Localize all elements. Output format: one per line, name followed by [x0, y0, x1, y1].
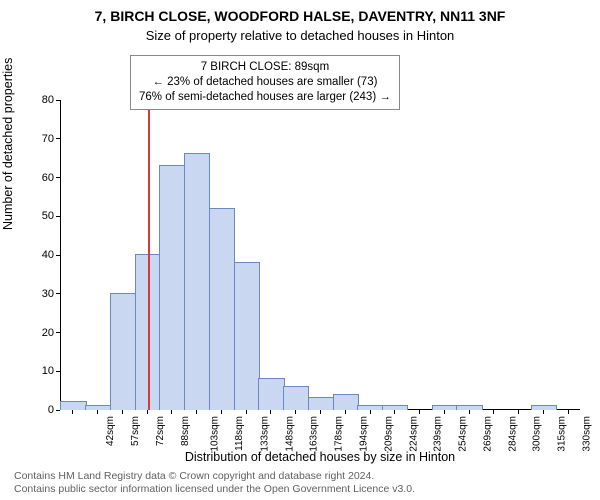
x-tick [568, 410, 569, 414]
x-tick-label: 148sqm [284, 416, 295, 452]
x-tick [394, 410, 395, 414]
x-tick [147, 410, 148, 414]
x-tick-label: 284sqm [507, 416, 518, 452]
x-tick-label: 194sqm [359, 416, 370, 452]
y-tick-label: 70 [42, 133, 54, 145]
x-tick [295, 410, 296, 414]
x-tick [493, 410, 494, 414]
y-tick [56, 177, 60, 178]
y-tick-label: 80 [42, 94, 54, 106]
callout-line3: 76% of semi-detached houses are larger (… [139, 90, 391, 105]
y-tick [56, 138, 60, 139]
x-tick [518, 410, 519, 414]
chart-subtitle: Size of property relative to detached ho… [0, 28, 600, 43]
x-tick [370, 410, 371, 414]
subject-marker-line [148, 100, 150, 410]
x-tick-label: 133sqm [260, 416, 271, 452]
x-tick-label: 315sqm [557, 416, 568, 452]
histogram-bar [283, 386, 309, 410]
x-tick-label: 254sqm [458, 416, 469, 452]
x-tick-label: 57sqm [130, 416, 141, 446]
x-tick-label: 42sqm [105, 416, 116, 446]
y-tick-label: 30 [42, 288, 54, 300]
x-tick [469, 410, 470, 414]
footer-attribution: Contains HM Land Registry data © Crown c… [14, 470, 415, 496]
histogram-bar [308, 397, 334, 410]
x-tick-label: 239sqm [433, 416, 444, 452]
y-tick [56, 100, 60, 101]
y-axis [60, 100, 61, 410]
x-tick [97, 410, 98, 414]
x-tick-label: 118sqm [234, 416, 245, 451]
callout-line2: ← 23% of detached houses are smaller (73… [139, 75, 391, 90]
footer-line2: Contains public sector information licen… [14, 483, 415, 496]
x-tick-label: 103sqm [210, 416, 221, 452]
x-tick [444, 410, 445, 414]
x-tick [419, 410, 420, 414]
x-tick [270, 410, 271, 414]
x-tick-label: 330sqm [581, 416, 592, 452]
footer-line1: Contains HM Land Registry data © Crown c… [14, 470, 415, 483]
y-tick [56, 216, 60, 217]
histogram-bar [333, 394, 359, 411]
histogram-bar [531, 405, 557, 410]
y-tick-label: 50 [42, 210, 54, 222]
y-tick [56, 371, 60, 372]
y-tick [56, 332, 60, 333]
x-axis-label: Distribution of detached houses by size … [60, 450, 580, 464]
x-tick-label: 163sqm [309, 416, 320, 452]
x-tick-label: 209sqm [383, 416, 394, 452]
chart-plot-area: 7 BIRCH CLOSE: 89sqm ← 23% of detached h… [60, 50, 580, 410]
x-tick-label: 269sqm [482, 416, 493, 452]
x-tick [221, 410, 222, 414]
callout-line1: 7 BIRCH CLOSE: 89sqm [139, 60, 391, 75]
chart-title: 7, BIRCH CLOSE, WOODFORD HALSE, DAVENTRY… [0, 8, 600, 24]
histogram-bar [110, 293, 136, 410]
histogram-bar [60, 401, 86, 410]
x-tick-label: 300sqm [532, 416, 543, 452]
callout-box: 7 BIRCH CLOSE: 89sqm ← 23% of detached h… [130, 55, 400, 110]
x-tick [246, 410, 247, 414]
x-tick [122, 410, 123, 414]
y-tick-label: 40 [42, 249, 54, 261]
x-tick [345, 410, 346, 414]
x-tick [543, 410, 544, 414]
x-tick-label: 88sqm [180, 416, 191, 446]
histogram-bar [234, 262, 260, 410]
y-tick-label: 10 [42, 365, 54, 377]
x-tick [72, 410, 73, 414]
y-axis-label: Number of detached properties [1, 58, 15, 230]
x-tick [171, 410, 172, 414]
y-tick-label: 0 [48, 404, 54, 416]
y-tick-label: 20 [42, 327, 54, 339]
x-tick-label: 224sqm [408, 416, 419, 452]
histogram-bar [184, 153, 210, 410]
x-tick [320, 410, 321, 414]
x-tick-label: 178sqm [334, 416, 345, 452]
histogram-bar [209, 208, 235, 411]
x-tick-label: 72sqm [155, 416, 166, 446]
y-tick [56, 255, 60, 256]
histogram-bar [456, 405, 482, 410]
x-tick [196, 410, 197, 414]
y-tick [56, 293, 60, 294]
y-tick-label: 60 [42, 172, 54, 184]
histogram-bar [258, 378, 284, 410]
histogram-bar [159, 165, 185, 410]
histogram-bar [432, 405, 458, 410]
